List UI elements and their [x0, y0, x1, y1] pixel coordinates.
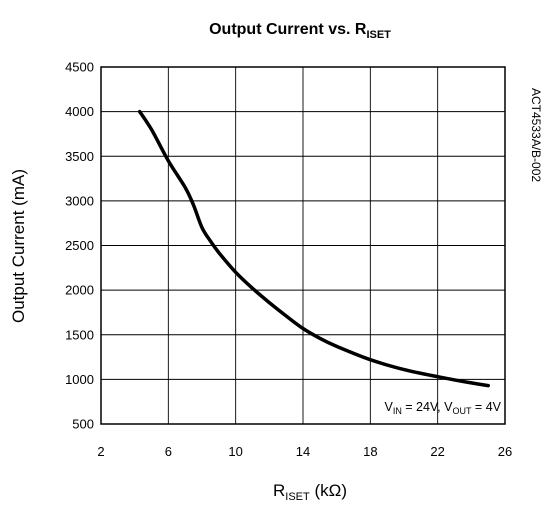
y-tick-label: 3500 — [65, 149, 94, 164]
y-tick-label: 4500 — [65, 60, 94, 75]
chart-title: Output Current vs. RISET — [209, 21, 391, 41]
plot-frame — [100, 66, 506, 425]
series-line-output-current — [137, 109, 490, 388]
y-tick-label: 2500 — [65, 238, 94, 253]
y-tick-labels: 500 1000 1500 2000 2500 3000 3500 4000 4500 — [65, 60, 94, 432]
x-tick-label: 22 — [430, 444, 444, 459]
x-tick-label: 26 — [498, 444, 512, 459]
y-tick-label: 1500 — [65, 327, 94, 342]
x-tick-label: 6 — [165, 444, 172, 459]
grid — [100, 66, 506, 425]
y-tick-label: 3000 — [65, 193, 94, 208]
y-tick-label: 500 — [72, 417, 94, 432]
x-tick-label: 14 — [296, 444, 310, 459]
y-axis-label: Output Current (mA) — [9, 169, 28, 323]
x-tick-label: 10 — [228, 444, 242, 459]
x-tick-label: 2 — [97, 444, 104, 459]
conditions-annotation: VIN = 24V, VOUT = 4V — [384, 400, 501, 416]
x-tick-label: 18 — [363, 444, 377, 459]
y-tick-label: 2000 — [65, 283, 94, 298]
x-tick-labels: 2 6 10 14 18 22 26 — [97, 444, 512, 459]
x-axis-label: RISET (kΩ) — [273, 481, 347, 503]
y-tick-label: 4000 — [65, 104, 94, 119]
figure-id-label: ACT4533A/B-002 — [529, 88, 543, 182]
y-tick-label: 1000 — [65, 372, 94, 387]
